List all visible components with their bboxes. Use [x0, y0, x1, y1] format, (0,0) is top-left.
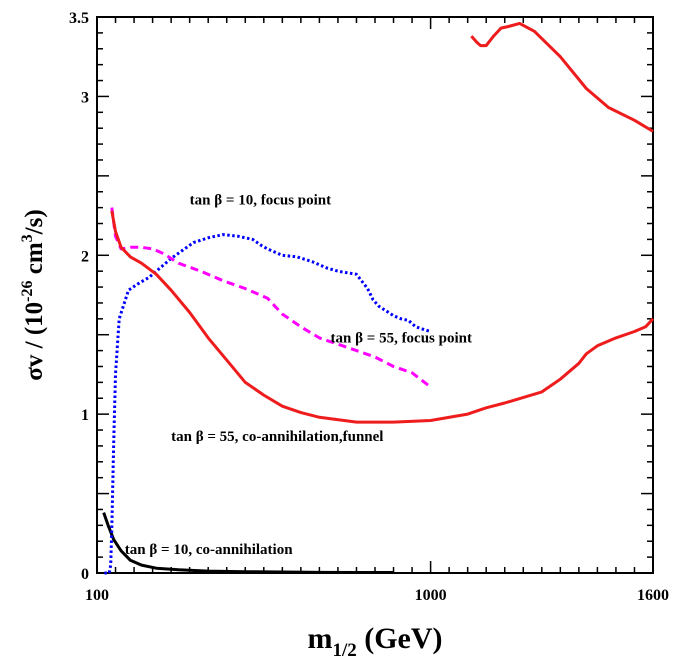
y-axis-label-suffix: /s): [21, 209, 48, 235]
y-tick-label: 3: [81, 89, 89, 106]
annotation-focus-55: tan β = 55, focus point: [331, 331, 472, 347]
annotation-coann-55: tan β = 55, co-annihilation,funnel: [171, 429, 383, 445]
x-axis-label: m1/2 (GeV): [307, 622, 442, 661]
y-axis-label: σv / (10-26 cm3/s): [19, 209, 48, 380]
y-tick-label: 0: [81, 566, 89, 583]
annotation-suffix: = 10, focus point: [222, 192, 331, 208]
x-tick-label: 100: [85, 587, 109, 604]
annotation-suffix: = 10, co-annihilation: [157, 542, 293, 558]
annotation-greek: β: [196, 429, 204, 445]
annotation-greek: β: [149, 542, 157, 558]
y-tick-labels: 0 1 2 3 3.5: [69, 10, 89, 583]
series-tb55-coann-high: [470, 21, 654, 133]
y-axis-label-prefix: σv / (10: [21, 302, 48, 381]
y-axis-label-mid: cm: [21, 242, 48, 280]
annotation-coann-10: tan β = 10, co-annihilation: [125, 542, 293, 558]
y-axis-label-exp2: 3: [19, 234, 36, 242]
y-axis-label-exp1: -26: [19, 280, 36, 301]
annotation-greek: β: [355, 331, 363, 347]
annotation-prefix: tan: [125, 542, 150, 558]
series-tb55-coann-low: [110, 210, 655, 424]
x-axis-label-rest: (GeV): [357, 622, 443, 655]
annotation-prefix: tan: [190, 192, 215, 208]
x-tick-label: 1000: [415, 587, 447, 604]
y-tick-label: 2: [81, 248, 89, 265]
x-axis-label-sub: 1/2: [332, 640, 356, 661]
x-tick-label: 1600: [637, 587, 669, 604]
series-tb10-coann: [102, 512, 394, 574]
annotation-greek: β: [214, 192, 222, 208]
annotation-suffix: = 55, focus point: [363, 331, 472, 347]
series-layer: [102, 21, 655, 575]
x-axis-label-main: m: [307, 622, 332, 655]
annotation-suffix: = 55, co-annihilation,funnel: [204, 429, 384, 445]
annotation-prefix: tan: [171, 429, 196, 445]
x-tick-labels: 100 1000 1600: [85, 587, 669, 604]
annotation-focus-10: tan β = 10, focus point: [190, 192, 331, 208]
series-tb55-focus: [110, 207, 432, 389]
plot-frame: [96, 16, 654, 574]
y-tick-label: 1: [81, 407, 89, 424]
y-tick-label: 3.5: [69, 10, 89, 27]
series-tb10-focus: [104, 233, 432, 575]
axis-ticks: [96, 16, 654, 574]
annotation-prefix: tan: [331, 331, 356, 347]
